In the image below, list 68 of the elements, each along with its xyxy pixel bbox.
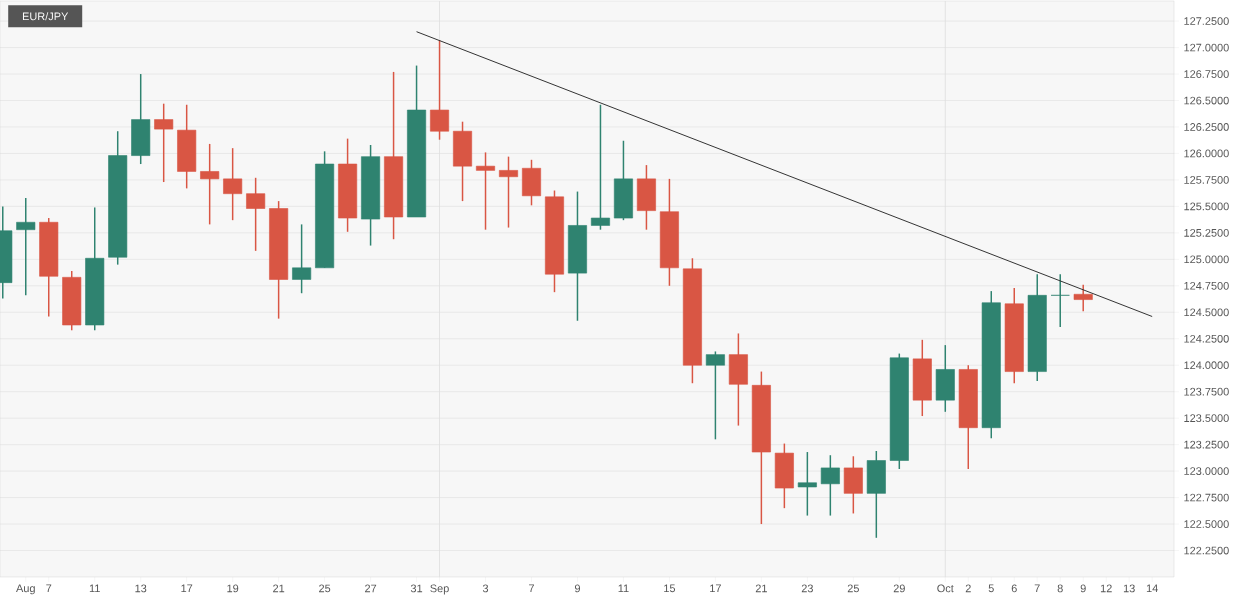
- text: EUR/JPY: [22, 12, 69, 21]
- y-tick-label: 123.5000: [1184, 414, 1229, 423]
- candlestick: [705, 350, 725, 441]
- y-tick-label: 124.0000: [1184, 361, 1229, 370]
- x-tick-label: 15: [664, 584, 676, 593]
- x-tick-label: 17: [181, 584, 193, 593]
- x-tick-label: 6: [1011, 584, 1017, 593]
- candlestick: [430, 39, 450, 141]
- x-tick-label: 12: [1100, 584, 1112, 593]
- candlestick: [154, 102, 174, 183]
- y-tick-label: 125.2500: [1184, 229, 1229, 237]
- y-tick-label: 126.2500: [1184, 123, 1229, 131]
- y-tick-label: 125.0000: [1184, 255, 1229, 264]
- x-tick-label: 11: [618, 584, 629, 593]
- x-tick-label: 5: [988, 584, 994, 593]
- x-tick-label: 7: [1034, 584, 1040, 593]
- candlestick: [200, 143, 220, 226]
- x-tick-label: 25: [847, 584, 859, 593]
- y-tick-label: 127.2500: [1184, 17, 1229, 25]
- y-tick-label: 127.0000: [1184, 43, 1229, 52]
- x-tick-label: 8: [1057, 584, 1063, 593]
- candlestick: [1073, 284, 1093, 312]
- x-tick-label: 7: [529, 584, 534, 593]
- y-tick-label: 123.7500: [1184, 387, 1229, 396]
- x-tick-label: 17: [710, 584, 721, 593]
- candlestick: [246, 177, 266, 252]
- x-tick-label: 14: [1146, 584, 1158, 593]
- y-tick-label: 122.5000: [1184, 520, 1229, 528]
- x-tick-label: Oct: [937, 584, 954, 593]
- candlestick: [16, 197, 36, 297]
- y-tick-label: 125.7500: [1184, 176, 1229, 184]
- y-tick-label: 125.5000: [1184, 202, 1229, 211]
- candlestick: [292, 223, 312, 294]
- x-tick-label: 13: [135, 584, 147, 593]
- x-tick-label: 2: [965, 584, 971, 593]
- candlestick: [590, 104, 610, 231]
- candlestick: [499, 155, 519, 229]
- candlestick: [476, 151, 496, 231]
- x-tick-label: 25: [319, 584, 331, 593]
- candlestick: [797, 451, 817, 517]
- x-tick-label: 9: [1080, 584, 1086, 593]
- x-tick-label: 27: [365, 584, 377, 593]
- x-tick-label: 29: [893, 584, 905, 593]
- x-tick-label: 21: [755, 584, 767, 593]
- x-tick-label: Sep: [430, 584, 449, 595]
- candlestick: [223, 147, 243, 221]
- y-tick-label: 126.7500: [1184, 70, 1229, 78]
- x-tick-label: Aug: [16, 584, 35, 595]
- x-tick-label: 9: [574, 584, 581, 593]
- x-tick-label: 19: [227, 584, 239, 593]
- x-tick-label: 11: [89, 584, 100, 593]
- y-tick-label: 124.5000: [1184, 308, 1229, 317]
- x-tick-label: 3: [482, 584, 489, 593]
- x-tick-label: 21: [273, 584, 285, 593]
- x-tick-label: 13: [1123, 584, 1135, 593]
- x-tick-label: 31: [410, 584, 423, 593]
- x-tick-label: 23: [801, 584, 813, 593]
- y-tick-label: 126.0000: [1184, 149, 1229, 158]
- y-tick-label: 122.7500: [1184, 493, 1229, 502]
- candlestick: [1050, 273, 1070, 328]
- candlestick: [820, 454, 840, 517]
- x-tick-label: 7: [46, 584, 52, 593]
- y-tick-label: 123.2500: [1184, 440, 1229, 449]
- y-tick-label: 124.7500: [1184, 281, 1229, 290]
- y-tick-label: 124.2500: [1184, 334, 1229, 343]
- y-tick-label: 126.5000: [1184, 96, 1229, 105]
- y-tick-label: 123.0000: [1184, 467, 1229, 475]
- y-tick-label: 122.2500: [1184, 546, 1229, 555]
